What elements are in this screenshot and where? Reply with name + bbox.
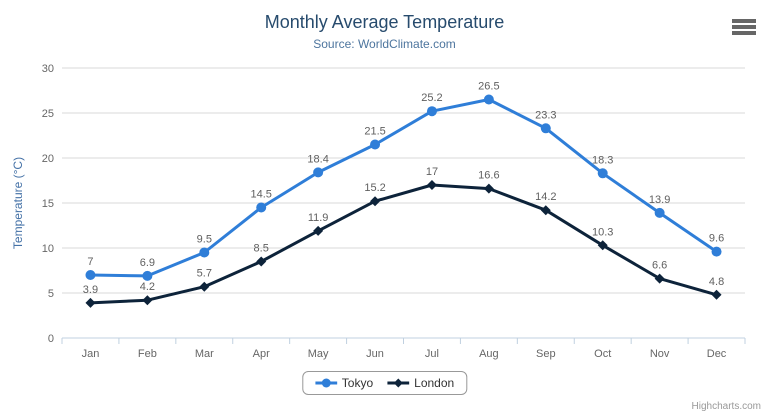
x-axis-label: Apr — [253, 348, 270, 360]
data-point-marker-tokyo-sep[interactable] — [540, 123, 551, 134]
y-axis-tick-label: 20 — [42, 153, 54, 165]
credits-link[interactable]: Highcharts.com — [691, 401, 761, 412]
data-point-marker-london-jan[interactable] — [85, 297, 96, 308]
x-axis-label: Feb — [138, 348, 157, 360]
x-axis-label: Aug — [479, 348, 499, 360]
data-label-tokyo: 26.5 — [478, 81, 499, 93]
y-axis-title: Temperature (°C) — [11, 157, 25, 249]
y-axis-tick-label: 30 — [42, 63, 54, 75]
hamburger-bar — [732, 25, 756, 29]
y-axis-tick-label: 25 — [42, 108, 54, 120]
legend-marker-circle-icon — [314, 378, 337, 388]
chart-title: Monthly Average Temperature — [264, 12, 505, 32]
data-label-london: 6.6 — [652, 260, 667, 272]
data-point-marker-tokyo-mar[interactable] — [199, 247, 210, 258]
x-axis-label: Nov — [650, 348, 670, 360]
data-label-tokyo: 7 — [87, 256, 93, 268]
hamburger-menu-icon[interactable] — [731, 17, 757, 37]
y-axis-tick-label: 10 — [42, 243, 54, 255]
data-point-marker-london-jun[interactable] — [370, 196, 381, 207]
data-label-tokyo: 14.5 — [250, 189, 271, 201]
data-label-london: 10.3 — [592, 226, 613, 238]
data-point-marker-london-aug[interactable] — [483, 183, 494, 194]
data-point-marker-tokyo-jun[interactable] — [370, 139, 381, 150]
data-point-marker-london-oct[interactable] — [597, 240, 608, 251]
data-label-tokyo: 13.9 — [649, 194, 670, 206]
data-point-marker-london-mar[interactable] — [199, 281, 210, 292]
data-label-london: 14.2 — [535, 191, 556, 203]
data-label-london: 17 — [426, 166, 438, 178]
data-point-marker-tokyo-nov[interactable] — [654, 207, 665, 218]
data-label-london: 8.5 — [254, 243, 269, 255]
data-point-marker-tokyo-jan[interactable] — [85, 270, 96, 280]
data-point-marker-london-may[interactable] — [313, 225, 324, 236]
x-axis-label: May — [308, 348, 329, 360]
x-axis-label: Sep — [536, 348, 556, 360]
hamburger-bar — [732, 19, 756, 23]
data-label-tokyo: 21.5 — [364, 126, 385, 138]
data-label-london: 3.9 — [83, 284, 98, 296]
data-point-marker-london-feb[interactable] — [142, 295, 153, 306]
data-point-marker-tokyo-oct[interactable] — [597, 168, 608, 179]
data-label-london: 5.7 — [197, 268, 212, 280]
data-point-marker-tokyo-dec[interactable] — [711, 246, 722, 257]
data-point-marker-london-apr[interactable] — [256, 256, 267, 267]
x-axis-label: Dec — [707, 348, 727, 360]
data-label-tokyo: 9.5 — [197, 234, 212, 246]
data-label-london: 15.2 — [364, 182, 385, 194]
hamburger-bar — [732, 31, 756, 35]
y-axis-tick-label: 15 — [42, 198, 54, 210]
x-axis-label: Jul — [425, 348, 439, 360]
data-point-marker-london-jul[interactable] — [426, 180, 437, 190]
data-label-london: 4.8 — [709, 276, 724, 288]
data-point-marker-london-sep[interactable] — [540, 205, 551, 216]
data-label-tokyo: 18.3 — [592, 154, 613, 166]
data-point-marker-tokyo-feb[interactable] — [142, 270, 153, 281]
data-label-tokyo: 18.4 — [307, 153, 328, 165]
y-axis-tick-label: 0 — [48, 333, 54, 345]
data-point-marker-tokyo-apr[interactable] — [256, 202, 267, 213]
legend-item-london[interactable]: London — [387, 376, 454, 390]
y-axis-tick-label: 5 — [48, 288, 54, 300]
legend-label-tokyo: Tokyo — [341, 376, 374, 390]
data-label-tokyo: 25.2 — [421, 92, 442, 104]
x-axis-label: Mar — [195, 348, 214, 360]
chart-subtitle: Source: WorldClimate.com — [313, 37, 456, 51]
series-line-tokyo — [90, 98, 718, 278]
data-label-tokyo: 9.6 — [709, 233, 724, 245]
data-label-tokyo: 23.3 — [535, 109, 556, 121]
legend-label-london: London — [414, 376, 455, 390]
data-label-london: 16.6 — [478, 170, 499, 182]
data-point-marker-tokyo-may[interactable] — [313, 167, 324, 178]
data-point-marker-tokyo-aug[interactable] — [483, 94, 494, 105]
legend-item-tokyo[interactable]: Tokyo — [314, 376, 374, 390]
data-point-marker-london-nov[interactable] — [654, 273, 665, 284]
data-label-london: 11.9 — [308, 212, 329, 224]
data-label-tokyo: 6.9 — [140, 257, 155, 269]
legend: Tokyo London — [301, 371, 468, 395]
data-point-marker-london-dec[interactable] — [711, 289, 722, 300]
x-axis-label: Oct — [594, 348, 611, 360]
x-axis-label: Jan — [82, 348, 100, 360]
legend-marker-diamond-icon — [387, 378, 410, 388]
x-axis-label: Jun — [366, 348, 384, 360]
data-label-london: 4.2 — [140, 281, 155, 293]
data-point-marker-tokyo-jul[interactable] — [426, 106, 437, 117]
series-line-london — [90, 183, 717, 305]
